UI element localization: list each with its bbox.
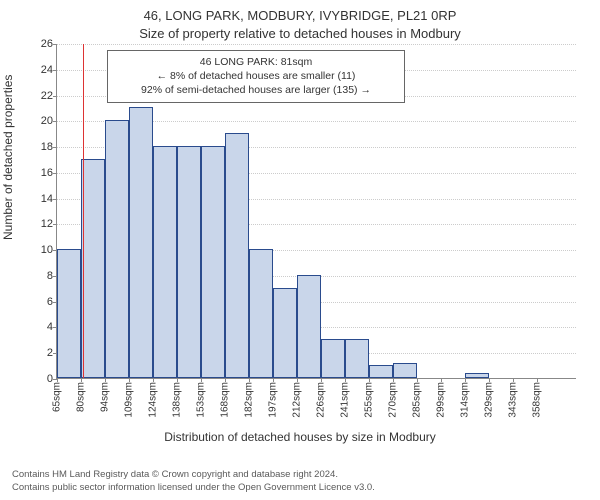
y-tick-label: 20 — [41, 115, 53, 127]
plot-area: 0246810121416182022242665sqm80sqm94sqm10… — [56, 44, 576, 379]
x-tick-label: 255sqm — [364, 382, 375, 418]
histogram-bar — [177, 146, 201, 378]
x-tick-label: 153sqm — [196, 382, 207, 418]
y-tick-label: 12 — [41, 218, 53, 230]
y-tick-label: 24 — [41, 64, 53, 76]
annotation-line-larger: 92% of semi-detached houses are larger (… — [116, 83, 396, 97]
histogram-bar — [129, 107, 153, 378]
y-tick-label: 14 — [41, 193, 53, 205]
histogram-bar — [393, 363, 417, 378]
annotation-line-property: 46 LONG PARK: 81sqm — [116, 55, 396, 69]
histogram-bar — [105, 120, 129, 378]
gridline — [57, 44, 576, 45]
property-marker-line — [83, 44, 84, 378]
x-tick-label: 182sqm — [244, 382, 255, 418]
histogram-bar — [369, 365, 393, 378]
y-tick-label: 16 — [41, 167, 53, 179]
x-tick-label: 343sqm — [508, 382, 519, 418]
histogram-bar — [249, 249, 273, 378]
y-tick-label: 18 — [41, 141, 53, 153]
histogram-bar — [225, 133, 249, 378]
x-axis-label: Distribution of detached houses by size … — [0, 430, 600, 444]
chart-container: 46, LONG PARK, MODBURY, IVYBRIDGE, PL21 … — [0, 0, 600, 500]
y-tick-label: 10 — [41, 244, 53, 256]
x-tick-label: 270sqm — [388, 382, 399, 418]
x-tick-label: 109sqm — [124, 382, 135, 418]
histogram-bar — [345, 339, 369, 378]
x-tick-label: 299sqm — [436, 382, 447, 418]
x-tick-label: 197sqm — [268, 382, 279, 418]
footer-line-1: Contains HM Land Registry data © Crown c… — [12, 469, 588, 481]
x-tick-label: 124sqm — [148, 382, 159, 418]
y-tick-mark — [53, 70, 57, 71]
x-tick-label: 65sqm — [52, 382, 63, 412]
chart-title-address: 46, LONG PARK, MODBURY, IVYBRIDGE, PL21 … — [0, 8, 600, 23]
y-tick-mark — [53, 44, 57, 45]
x-tick-label: 226sqm — [316, 382, 327, 418]
y-tick-mark — [53, 224, 57, 225]
x-tick-label: 241sqm — [340, 382, 351, 418]
histogram-bar — [57, 249, 81, 378]
y-tick-mark — [53, 173, 57, 174]
footer-line-2: Contains public sector information licen… — [12, 482, 588, 494]
annotation-line-smaller: ← 8% of detached houses are smaller (11) — [116, 69, 396, 83]
x-tick-label: 168sqm — [220, 382, 231, 418]
x-tick-label: 329sqm — [484, 382, 495, 418]
histogram-bar — [465, 373, 489, 378]
x-tick-label: 138sqm — [172, 382, 183, 418]
histogram-bar — [273, 288, 297, 378]
histogram-bar — [201, 146, 225, 378]
x-tick-label: 212sqm — [292, 382, 303, 418]
x-tick-label: 358sqm — [532, 382, 543, 418]
footer-attribution: Contains HM Land Registry data © Crown c… — [12, 469, 588, 494]
x-tick-label: 94sqm — [100, 382, 111, 412]
x-tick-label: 314sqm — [460, 382, 471, 418]
annotation-box: 46 LONG PARK: 81sqm ← 8% of detached hou… — [107, 50, 405, 103]
histogram-bar — [81, 159, 105, 378]
y-axis-label: Number of detached properties — [1, 75, 15, 240]
chart-title-subtitle: Size of property relative to detached ho… — [0, 26, 600, 41]
histogram-bar — [321, 339, 345, 378]
histogram-bar — [297, 275, 321, 378]
x-tick-label: 80sqm — [76, 382, 87, 412]
y-tick-mark — [53, 147, 57, 148]
x-tick-label: 285sqm — [412, 382, 423, 418]
y-tick-mark — [53, 96, 57, 97]
y-tick-mark — [53, 121, 57, 122]
y-tick-label: 22 — [41, 90, 53, 102]
histogram-bar — [153, 146, 177, 378]
y-tick-label: 26 — [41, 38, 53, 50]
y-tick-mark — [53, 199, 57, 200]
